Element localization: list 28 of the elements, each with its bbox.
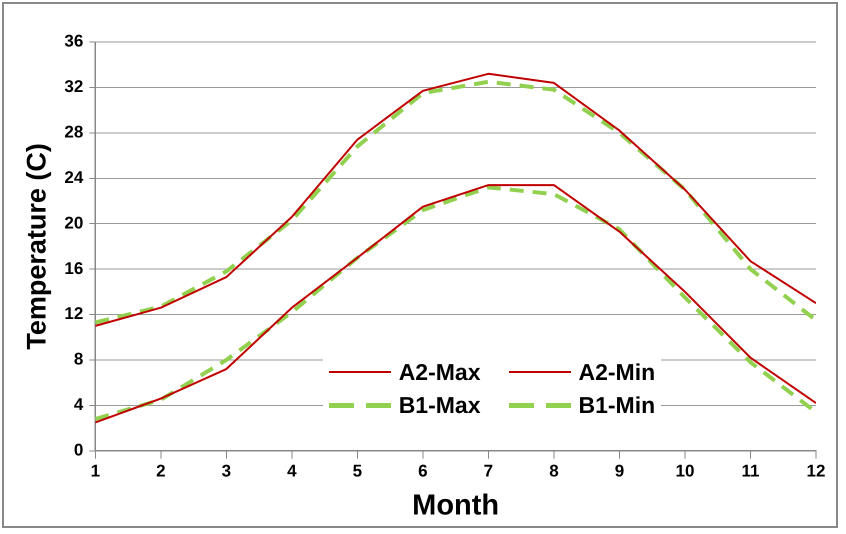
- x-tick-label: 2: [156, 462, 166, 481]
- y-tick-label: 20: [64, 213, 84, 232]
- legend-label: A2-Max: [398, 358, 480, 386]
- y-tick-label: 32: [64, 77, 84, 96]
- y-tick-label: 12: [64, 304, 84, 324]
- y-tick-label: 24: [64, 168, 84, 187]
- x-tick-label: 3: [222, 462, 232, 481]
- y-tick-label: 4: [74, 395, 84, 414]
- x-tick-label: 8: [549, 462, 559, 481]
- y-axis-title: Temperature (C): [22, 143, 52, 350]
- y-tick-label: 16: [64, 258, 84, 278]
- y-tick-label: 36: [64, 32, 84, 51]
- x-tick-label: 1: [90, 462, 100, 481]
- x-tick-label: 11: [741, 462, 760, 481]
- x-tick-label: 9: [614, 462, 624, 481]
- x-tick-label: 12: [806, 462, 826, 481]
- x-tick-label: 5: [352, 462, 362, 481]
- x-tick-label: 6: [418, 462, 428, 481]
- legend-label: B1-Min: [578, 392, 656, 419]
- y-tick-label: 0: [74, 440, 84, 460]
- legend-label: A2-Min: [578, 358, 656, 386]
- y-tick-label: 28: [64, 122, 84, 142]
- x-tick-label: 10: [676, 462, 694, 481]
- x-tick-label: 4: [287, 462, 298, 481]
- x-axis-title: Month: [412, 490, 500, 522]
- x-tick-label: 7: [484, 462, 494, 481]
- legend-label: B1-Max: [398, 392, 480, 419]
- y-tick-label: 8: [74, 350, 84, 369]
